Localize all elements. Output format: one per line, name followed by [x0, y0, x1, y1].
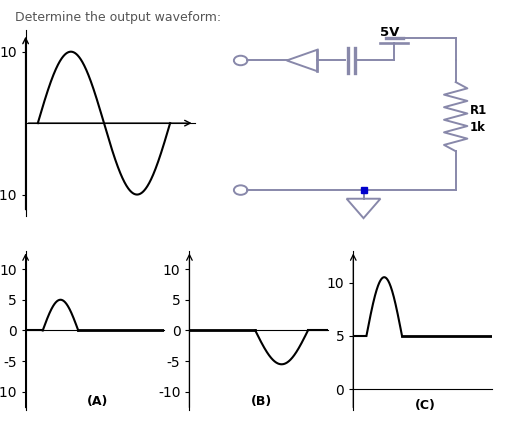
Text: (A): (A): [88, 395, 109, 408]
Text: (C): (C): [415, 399, 436, 412]
Polygon shape: [287, 50, 317, 71]
Polygon shape: [347, 199, 380, 218]
Text: R1: R1: [470, 104, 487, 117]
Text: 1k: 1k: [470, 121, 485, 134]
Text: 5V: 5V: [380, 26, 399, 39]
Text: (B): (B): [251, 395, 272, 408]
Text: Determine the output waveform:: Determine the output waveform:: [15, 11, 222, 24]
